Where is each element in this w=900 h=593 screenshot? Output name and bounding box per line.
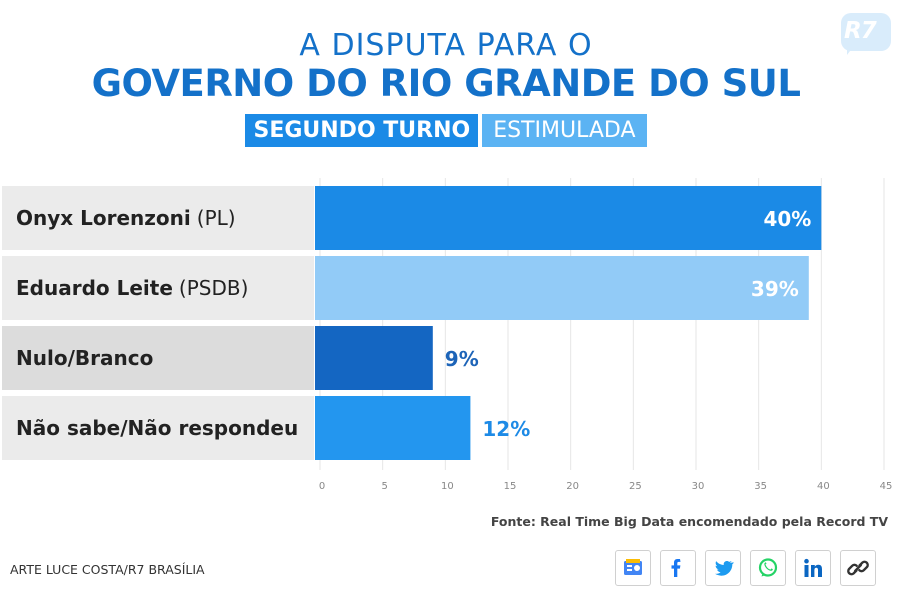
title-line-1: A DISPUTA PARA O bbox=[299, 28, 593, 63]
share-twitter-button[interactable] bbox=[705, 550, 741, 586]
category-label: Não sabe/Não respondeu bbox=[16, 416, 298, 440]
category-name: Eduardo Leite bbox=[16, 276, 173, 300]
x-tick-label: 45 bbox=[880, 481, 893, 492]
category-party: (PSDB) bbox=[179, 276, 248, 300]
share-whatsapp-button[interactable] bbox=[750, 550, 786, 586]
facebook-icon bbox=[671, 559, 681, 577]
data-label: 40% bbox=[763, 207, 811, 231]
twitter-icon bbox=[715, 560, 734, 576]
category-label-bg bbox=[2, 256, 314, 320]
link-icon bbox=[847, 560, 869, 576]
bar bbox=[315, 326, 433, 390]
category-label: Onyx Lorenzoni (PL) bbox=[16, 206, 236, 230]
bar bbox=[315, 256, 809, 320]
x-tick-label: 25 bbox=[629, 481, 642, 492]
x-tick-label: 0 bbox=[319, 481, 325, 492]
category-party: (PL) bbox=[197, 206, 236, 230]
art-credit: ARTE LUCE COSTA/R7 BRASÍLIA bbox=[10, 562, 205, 577]
copy-link-button[interactable] bbox=[840, 550, 876, 586]
category-name: Nulo/Branco bbox=[16, 346, 153, 370]
category-label: Nulo/Branco bbox=[16, 346, 153, 370]
category-label: Eduardo Leite (PSDB) bbox=[16, 276, 248, 300]
linkedin-icon bbox=[804, 558, 822, 577]
category-name: Não sabe/Não respondeu bbox=[16, 416, 298, 440]
category-name: Onyx Lorenzoni bbox=[16, 206, 191, 230]
x-tick-label: 35 bbox=[754, 481, 767, 492]
r7-logo: R7 bbox=[841, 13, 897, 59]
bar bbox=[315, 186, 822, 250]
share-facebook-button[interactable] bbox=[660, 550, 696, 586]
bar bbox=[315, 396, 471, 460]
whatsapp-icon bbox=[758, 558, 778, 577]
data-label: 12% bbox=[482, 417, 530, 441]
category-label-bg bbox=[2, 326, 314, 390]
share-linkedin-button[interactable] bbox=[795, 550, 831, 586]
title-line-2: GOVERNO DO RIO GRANDE DO SUL bbox=[91, 62, 801, 105]
x-tick-label: 30 bbox=[692, 481, 705, 492]
x-tick-label: 40 bbox=[817, 481, 830, 492]
google-news-icon bbox=[624, 559, 642, 575]
x-tick-label: 15 bbox=[504, 481, 517, 492]
category-label-bg bbox=[2, 396, 314, 460]
round-badge: SEGUNDO TURNO bbox=[245, 114, 479, 147]
data-label: 9% bbox=[445, 347, 479, 371]
r7-logo-text: R7 bbox=[844, 18, 877, 44]
share-google-news-button[interactable] bbox=[615, 550, 651, 586]
data-label: 39% bbox=[751, 277, 799, 301]
x-tick-label: 10 bbox=[441, 481, 454, 492]
badge-row: SEGUNDO TURNO ESTIMULADA bbox=[0, 114, 892, 147]
x-tick-label: 20 bbox=[566, 481, 579, 492]
poll-type-badge: ESTIMULADA bbox=[482, 114, 647, 147]
x-tick-label: 5 bbox=[381, 481, 387, 492]
source-note: Fonte: Real Time Big Data encomendado pe… bbox=[490, 514, 888, 529]
category-label-bg bbox=[2, 186, 314, 250]
